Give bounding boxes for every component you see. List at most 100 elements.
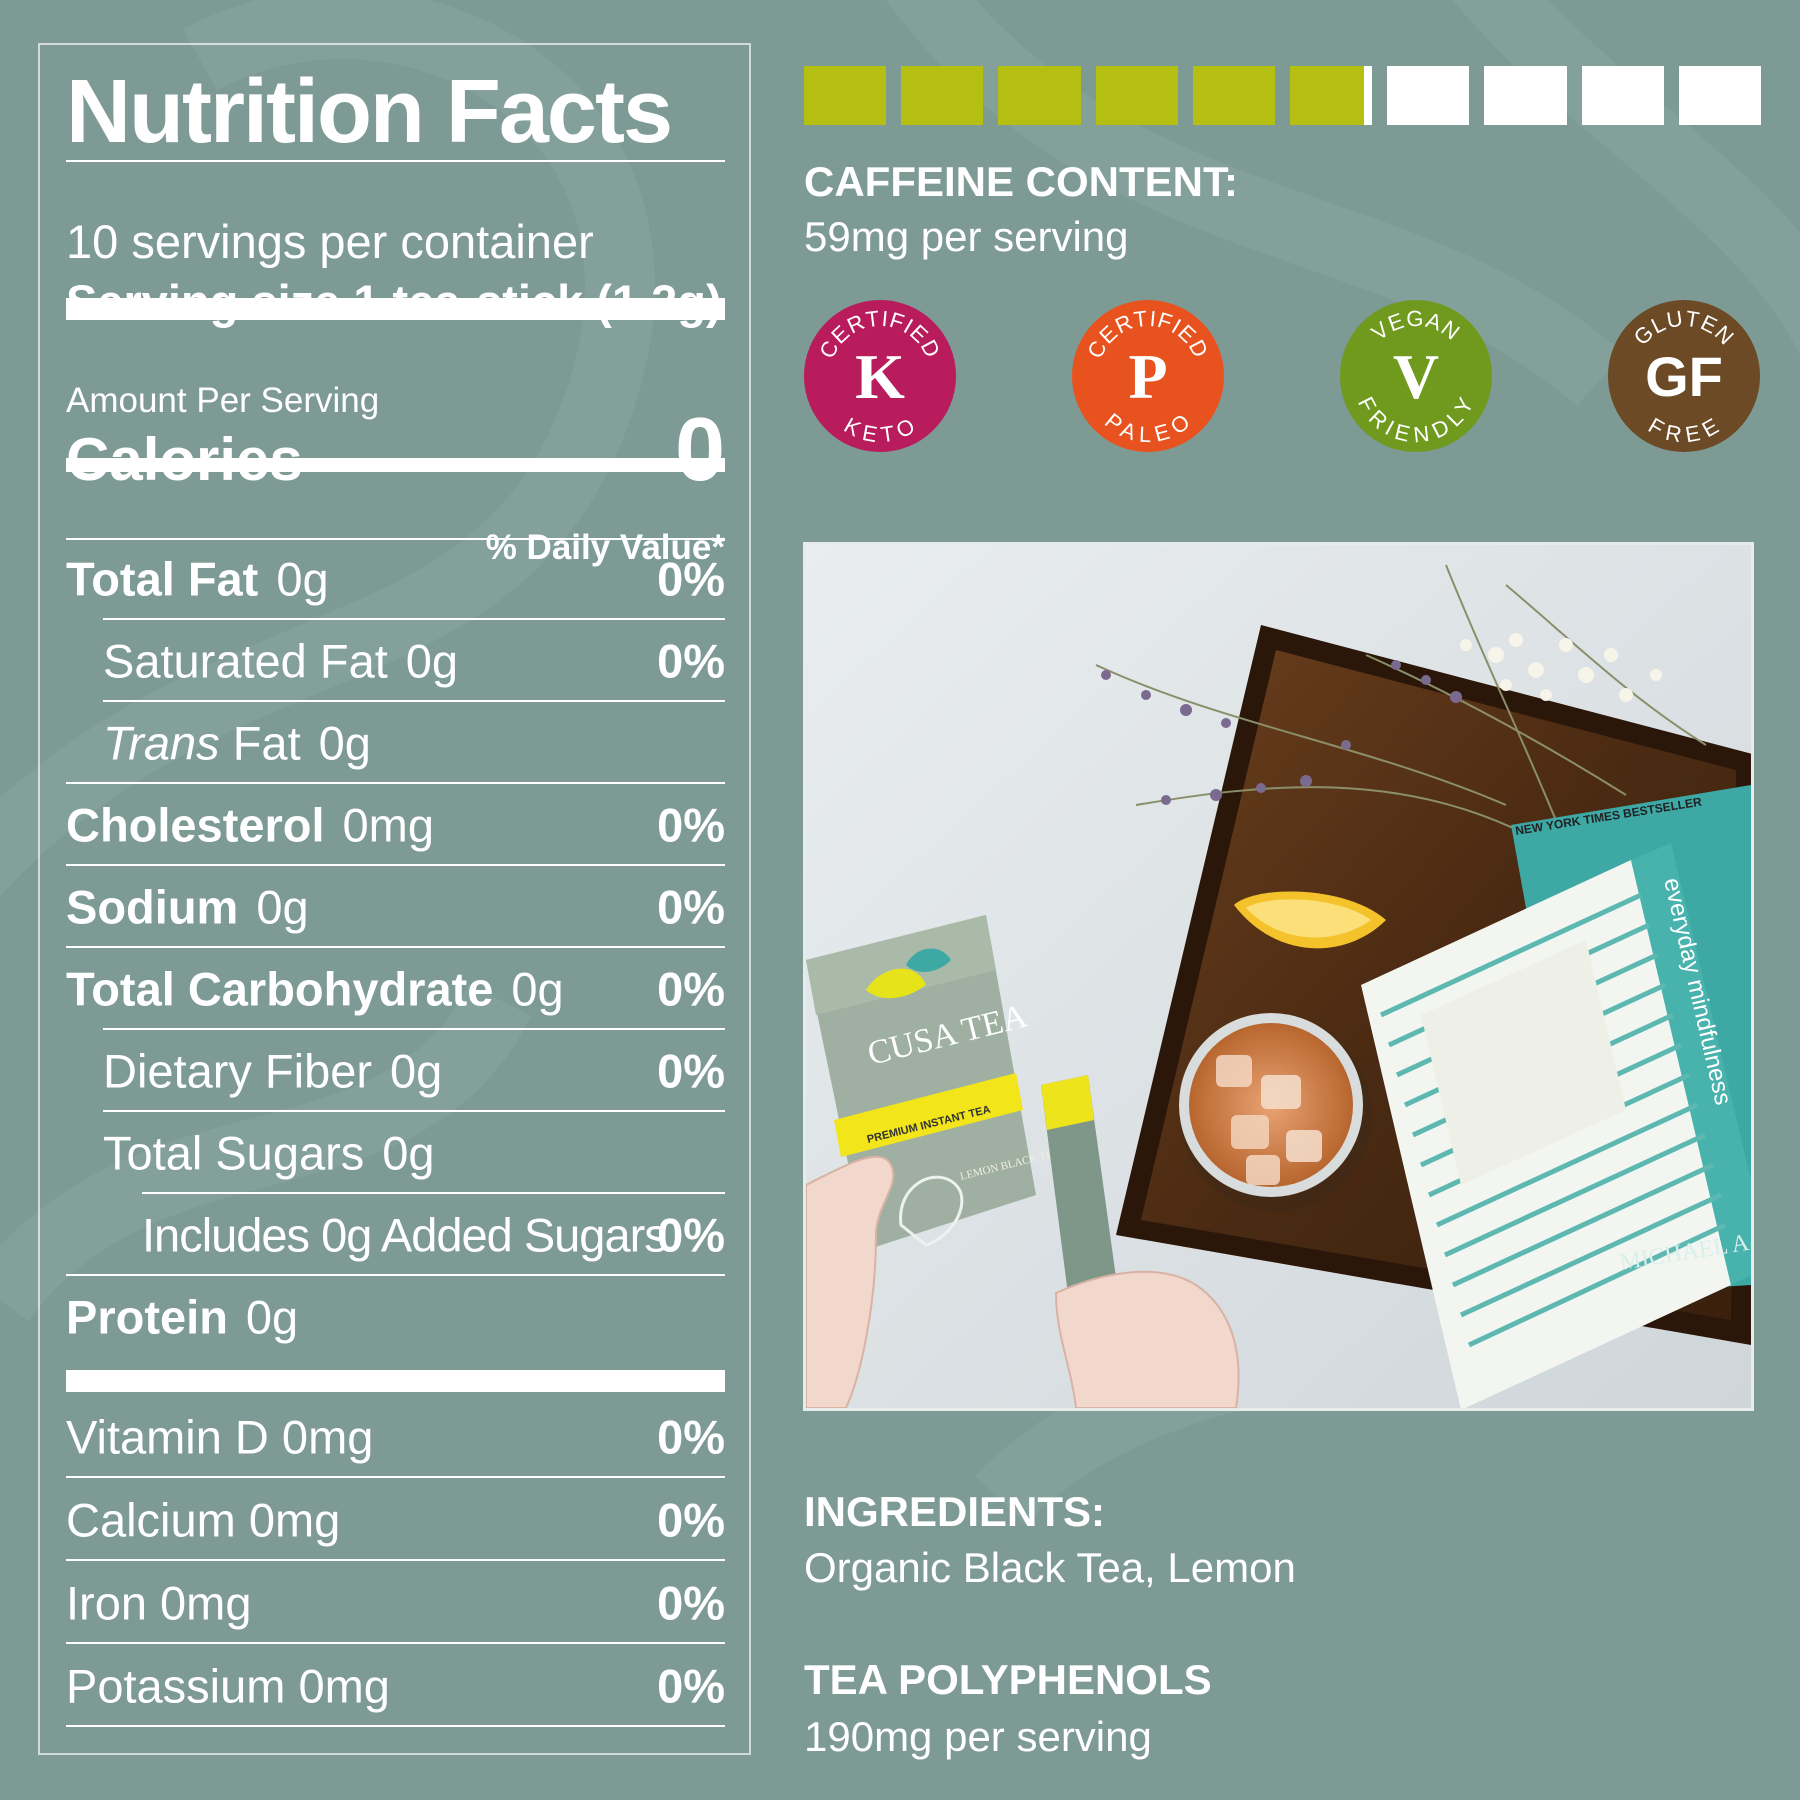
- nutrient-label: Total Sugars: [103, 1126, 365, 1180]
- nutrient-amount: 0g: [390, 1044, 443, 1098]
- caffeine-level-meter: [804, 66, 1761, 125]
- nutrient-row-total-fat: Total Fat 0g 0%: [66, 538, 725, 620]
- nutrient-label: Includes 0g Added Sugars: [142, 1208, 668, 1262]
- nutrient-row-total-sugars: Total Sugars 0g: [66, 1112, 725, 1194]
- row-divider: [66, 782, 725, 784]
- thick-divider: [66, 298, 725, 320]
- caffeine-meter-segment: [1290, 66, 1373, 125]
- nutrient-percent: 0%: [657, 634, 725, 688]
- badge-letter: V: [1393, 341, 1439, 412]
- product-photo: everyday mindfulness NEW YORK TIMES BEST…: [803, 542, 1754, 1411]
- nutrient-amount: 0g: [256, 880, 309, 934]
- mindfulness-book: everyday mindfulness NEW YORK TIMES BEST…: [1361, 785, 1751, 1408]
- badge-circle: [1608, 300, 1760, 452]
- row-divider: [103, 618, 725, 620]
- row-divider: [103, 1110, 725, 1112]
- nutrient-label: Protein: [66, 1290, 228, 1344]
- caffeine-meter-segment: [804, 66, 887, 125]
- nutrient-percent: 0%: [657, 880, 725, 934]
- nutrient-label: Total Fat: [66, 552, 259, 606]
- nutrient-row-saturated-fat: Saturated Fat 0g 0%: [66, 620, 725, 702]
- row-divider: [66, 864, 725, 866]
- caffeine-meter-segment: [998, 66, 1081, 125]
- nutrient-label: Total Carbohydrate: [66, 962, 494, 1016]
- vitamin-row-iron: Iron 0mg 0%: [66, 1562, 725, 1644]
- row-divider: [66, 1274, 725, 1276]
- row-divider: [66, 1476, 725, 1478]
- badge-circle: [1340, 300, 1492, 452]
- ingredients-value: Organic Black Tea, Lemon: [804, 1544, 1296, 1591]
- daily-value-header: % Daily Value*: [485, 528, 725, 567]
- thick-divider: [66, 1370, 725, 1392]
- gluten-free-badge-icon: GLUTEN GF FREE: [1608, 300, 1760, 452]
- nutrient-percent: 0%: [657, 1208, 725, 1262]
- caffeine-meter-segment: [901, 66, 984, 125]
- vitamin-percent: 0%: [657, 1659, 725, 1713]
- nutrient-percent: 0%: [657, 798, 725, 852]
- nutrient-row-cholesterol: Cholesterol 0mg 0%: [66, 784, 725, 866]
- divider: [66, 160, 725, 162]
- calories-value: 0: [674, 400, 725, 500]
- row-divider: [142, 1192, 725, 1194]
- tea-polyphenols-title: TEA POLYPHENOLS: [804, 1656, 1212, 1703]
- vitamin-percent: 0%: [657, 1410, 725, 1464]
- lemon-wedge: [1234, 891, 1386, 949]
- row-divider: [103, 1028, 725, 1030]
- vitamin-label: Vitamin D 0mg: [66, 1410, 374, 1464]
- vitamin-label: Potassium 0mg: [66, 1659, 390, 1713]
- nutrition-facts-title: Nutrition Facts: [66, 62, 673, 162]
- babys-breath-flowers: [1460, 633, 1662, 702]
- keto-badge-icon: CERTIFIED K KETO: [804, 300, 956, 452]
- nutrient-label: Dietary Fiber: [103, 1044, 373, 1098]
- badge-circle: [804, 300, 956, 452]
- badge-letter: K: [855, 341, 905, 412]
- nutrient-amount: 0g: [511, 962, 564, 1016]
- caffeine-meter-segment: [1192, 66, 1275, 125]
- tea-polyphenols-value: 190mg per serving: [804, 1713, 1152, 1760]
- vitamin-percent: 0%: [657, 1576, 725, 1630]
- row-divider: [103, 700, 725, 702]
- badge-letter: GF: [1645, 345, 1723, 408]
- nutrient-percent: 0%: [657, 1044, 725, 1098]
- vitamin-label: Iron 0mg: [66, 1576, 252, 1630]
- row-divider: [66, 538, 725, 540]
- vitamin-row-calcium: Calcium 0mg 0%: [66, 1479, 725, 1561]
- iced-tea-glass: [1179, 1013, 1372, 1211]
- nutrient-amount: 0g: [405, 634, 459, 688]
- medium-divider: [66, 458, 725, 472]
- vitamin-percent: 0%: [657, 1493, 725, 1547]
- vitamin-row-potassium: Potassium 0mg 0%: [66, 1645, 725, 1727]
- caffeine-meter-segment: [1387, 66, 1470, 125]
- caffeine-content-value: 59mg per serving: [804, 213, 1129, 260]
- paleo-badge-icon: CERTIFIED P PALEO: [1072, 300, 1224, 452]
- badge-letter: P: [1128, 341, 1167, 412]
- dried-flowers: [1095, 564, 1707, 846]
- nutrient-percent: 0%: [657, 552, 725, 606]
- badge-circle: [1072, 300, 1224, 452]
- tea-stick-packet: [1041, 1075, 1118, 1302]
- vitamin-label: Calcium 0mg: [66, 1493, 341, 1547]
- nutrient-amount: 0g: [245, 1290, 299, 1344]
- nutrient-amount: 0g: [276, 552, 329, 606]
- nutrient-amount: 0mg: [342, 798, 434, 852]
- nutrient-row-total-carbohydrate: Total Carbohydrate 0g 0%: [66, 948, 725, 1030]
- nutrient-label-italic: Trans: [103, 716, 220, 770]
- row-divider: [66, 1559, 725, 1561]
- nutrient-amount: 0g: [382, 1126, 435, 1180]
- caffeine-content-title: CAFFEINE CONTENT:: [804, 158, 1238, 205]
- caffeine-meter-segment: [1484, 66, 1567, 125]
- row-divider: [66, 1642, 725, 1644]
- nutrient-label: Saturated Fat: [103, 634, 388, 688]
- caffeine-meter-segment: [1581, 66, 1664, 125]
- servings-per-container: 10 servings per container: [66, 215, 594, 268]
- flower-blossoms: [1101, 660, 1462, 805]
- nutrient-row-protein: Protein 0g: [66, 1276, 725, 1358]
- nutrient-row-added-sugars: Includes 0g Added Sugars 0%: [66, 1194, 725, 1276]
- row-divider: [66, 946, 725, 948]
- nutrient-row-dietary-fiber: Dietary Fiber 0g 0%: [66, 1030, 725, 1112]
- caffeine-meter-segment: [1678, 66, 1761, 125]
- nutrient-label: Sodium: [66, 880, 239, 934]
- nutrient-label: Cholesterol: [66, 798, 325, 852]
- vitamin-row-vitamin-d: Vitamin D 0mg 0%: [66, 1396, 725, 1478]
- hands: [806, 1155, 1240, 1408]
